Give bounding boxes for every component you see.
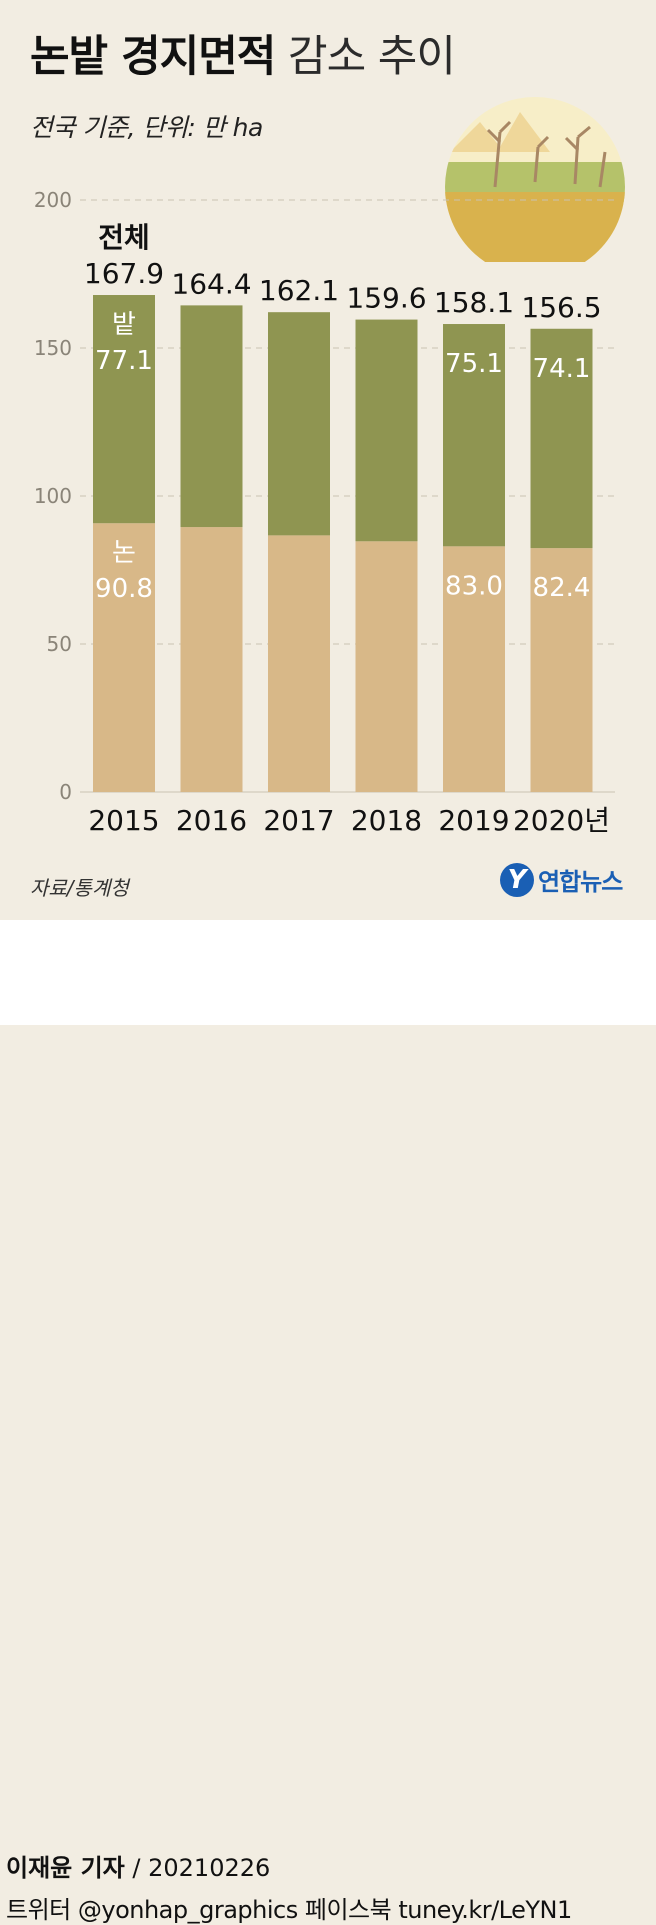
bar-segment-밭 (93, 295, 155, 524)
y-tick-label: 150 (34, 336, 72, 360)
y-tick-label: 50 (47, 632, 72, 656)
bar-segment-밭 (180, 305, 243, 528)
bar-segment-논 (530, 548, 593, 792)
segment-value-label: 77.1 (95, 346, 153, 376)
bar-segment-밭 (355, 319, 418, 542)
x-tick-label: 2016 (176, 804, 247, 837)
y-tick-label: 100 (34, 484, 72, 508)
x-tick-label: 2019 (438, 804, 509, 837)
bar-segment-논 (443, 546, 505, 792)
chart-panel: 논밭 경지면적 감소 추이 전국 기준, 단위: 만 ha 0 50 100 150 2… (0, 0, 656, 920)
total-label: 167.9 (84, 257, 164, 290)
footer: 이재윤 기자 / 20210226 트위터 @yonhap_graphics 페… (0, 920, 656, 1924)
total-label: 162.1 (259, 274, 339, 307)
yonhap-logo: Y 연합뉴스 (500, 862, 623, 897)
social-links: 트위터 @yonhap_graphics 페이스북 tuney.kr/LeYN1 (6, 1896, 572, 1924)
total-label: 156.5 (521, 291, 601, 324)
segment-value-label: 74.1 (533, 354, 591, 384)
bar-segment-논 (180, 527, 243, 792)
bar-segment-밭 (268, 312, 330, 536)
y-tick-label: 200 (34, 188, 72, 212)
reporter-name: 이재윤 기자 (6, 1854, 125, 1882)
x-tick-label: 2018 (351, 804, 422, 837)
segment-value-label: 90.8 (95, 574, 153, 604)
publish-date: / 20210226 (124, 1854, 271, 1882)
yonhap-logo-icon: Y (500, 862, 534, 897)
title-light: 감소 추이 (288, 32, 456, 82)
segment-value-label: 83.0 (445, 571, 503, 601)
page-title: 논밭 경지면적 감소 추이 (30, 22, 456, 84)
yonhap-logo-text: 연합뉴스 (538, 868, 623, 896)
segment-value-label: 75.1 (445, 349, 503, 379)
chart-subtitle: 전국 기준, 단위: 만 ha (30, 113, 263, 142)
title-bold: 논밭 경지면적 (30, 32, 276, 82)
total-label: 158.1 (434, 286, 514, 319)
bar-segment-밭 (530, 328, 593, 549)
total-label: 159.6 (346, 282, 426, 315)
source-note: 자료/통계청 (30, 876, 129, 900)
total-label: 164.4 (171, 267, 251, 300)
x-tick-label: 2020년 (513, 804, 610, 837)
segment-value-label: 82.4 (533, 573, 591, 603)
y-tick-label: 0 (59, 780, 72, 804)
x-tick-label: 2015 (88, 804, 159, 837)
segment-series-label: 논 (112, 538, 136, 568)
byline: 이재윤 기자 / 20210226 (6, 1848, 270, 1883)
segment-series-label: 밭 (112, 310, 136, 340)
bar-segment-논 (268, 535, 330, 792)
bar-segment-논 (93, 523, 155, 792)
stacked-bar-chart: 0 50 100 150 200 2015 167.9전체 2016 164.4 2017 162.… (34, 188, 615, 837)
x-tick-label: 2017 (263, 804, 334, 837)
bar-segment-밭 (443, 324, 505, 547)
farmland-illustration (445, 97, 625, 262)
total-series-label: 전체 (98, 221, 150, 254)
bar-segment-논 (355, 541, 418, 792)
